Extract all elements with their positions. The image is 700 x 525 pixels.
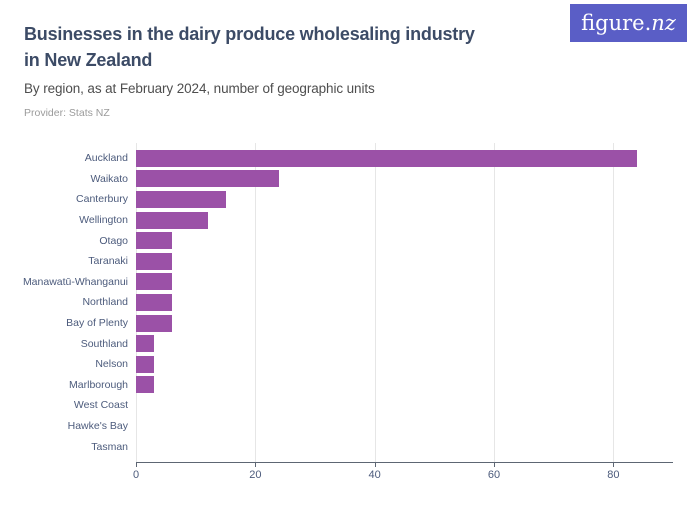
x-tick-label: 80 <box>607 469 620 481</box>
x-tick-label: 60 <box>487 469 501 481</box>
category-label: Otago <box>99 234 128 247</box>
rows: Auckland Waikato Canterbury Wellington Otago… <box>0 143 673 463</box>
chart-row: Southland <box>0 333 673 354</box>
bar[interactable] <box>136 293 172 311</box>
chart-row: Nelson <box>0 354 673 375</box>
chart-row: Canterbury <box>0 189 673 210</box>
chart-row: Otago <box>0 230 673 251</box>
category-label: Wellington <box>79 214 128 227</box>
bar-track <box>136 333 673 354</box>
chart-title-line-2: in New Zealand <box>24 50 153 70</box>
axis-tick <box>494 463 495 467</box>
chart-subtitle: By region, as at February 2024, number o… <box>24 81 375 96</box>
figurenz-logo-text-suffix: nz <box>651 11 676 35</box>
category-label: Southland <box>80 337 128 350</box>
category-label: Bay of Plenty <box>66 317 128 330</box>
bar[interactable] <box>136 273 172 291</box>
axis-tick <box>255 463 257 467</box>
gridline <box>613 143 615 462</box>
category-label: Tasman <box>91 440 128 453</box>
category-label: Hawke's Bay <box>67 420 128 433</box>
bar-track <box>136 292 673 313</box>
bar[interactable] <box>136 190 226 208</box>
chart-row: Bay of Plenty <box>0 313 673 334</box>
provider-note: Provider: Stats NZ <box>24 107 110 119</box>
chart-row: Marlborough <box>0 375 673 396</box>
category-label: Manawatū-Whanganui <box>22 275 128 288</box>
chart-row: Northland <box>0 292 673 313</box>
bar-track <box>136 148 673 169</box>
bar[interactable] <box>136 232 172 250</box>
bar[interactable] <box>136 355 154 373</box>
chart-row: West Coast <box>0 395 673 416</box>
x-tick-label: 0 <box>132 469 140 481</box>
bar[interactable] <box>136 376 154 394</box>
bar[interactable] <box>136 149 638 167</box>
bar[interactable] <box>136 211 208 229</box>
chart-row: Manawatū-Whanganui <box>0 272 673 293</box>
category-label: West Coast <box>73 399 128 412</box>
bar-track <box>136 375 673 396</box>
chart-row: Hawke's Bay <box>0 416 673 437</box>
bar-track <box>136 251 673 272</box>
bar-track <box>136 169 673 190</box>
category-label: Canterbury <box>76 193 128 206</box>
gridline <box>255 143 257 462</box>
bar[interactable] <box>136 252 172 270</box>
axis-tick <box>136 463 137 467</box>
axis-tick <box>374 463 376 467</box>
gridline <box>374 143 376 462</box>
bar-track <box>136 395 673 416</box>
chart-row: Waikato <box>0 169 673 190</box>
category-label: Waikato <box>90 172 128 185</box>
bar[interactable] <box>136 314 172 332</box>
gridline <box>494 143 495 462</box>
x-tick-label: 40 <box>368 469 381 481</box>
chart-title-line-1: Businesses in the dairy produce wholesal… <box>24 24 475 44</box>
category-label: Auckland <box>84 152 128 165</box>
chart-row: Wellington <box>0 210 673 231</box>
chart-title: Businesses in the dairy produce wholesal… <box>24 21 475 73</box>
category-label: Marlborough <box>69 378 128 391</box>
category-label: Nelson <box>95 358 128 371</box>
chart-row: Tasman <box>0 436 673 457</box>
axis-tick <box>613 463 615 467</box>
bar-track <box>136 313 673 334</box>
figurenz-logo-text-prefix: figure. <box>581 11 652 35</box>
bar-track <box>136 272 673 293</box>
category-label: Taranaki <box>88 255 128 268</box>
bar[interactable] <box>136 335 154 353</box>
figurenz-logo[interactable]: figure. nz <box>570 4 687 42</box>
bar-track <box>136 416 673 437</box>
category-label: Northland <box>82 296 128 309</box>
chart-row: Auckland <box>0 148 673 169</box>
bar-track <box>136 189 673 210</box>
bar-track <box>136 210 673 231</box>
chart-row: Taranaki <box>0 251 673 272</box>
bar-track <box>136 354 673 375</box>
x-tick-label: 20 <box>249 469 262 481</box>
bar-chart: 0 20 40 60 80 Auckland Waikato Canterbury Welli… <box>0 143 673 481</box>
bar[interactable] <box>136 170 280 188</box>
bar-track <box>136 436 673 457</box>
bar-track <box>136 230 673 251</box>
